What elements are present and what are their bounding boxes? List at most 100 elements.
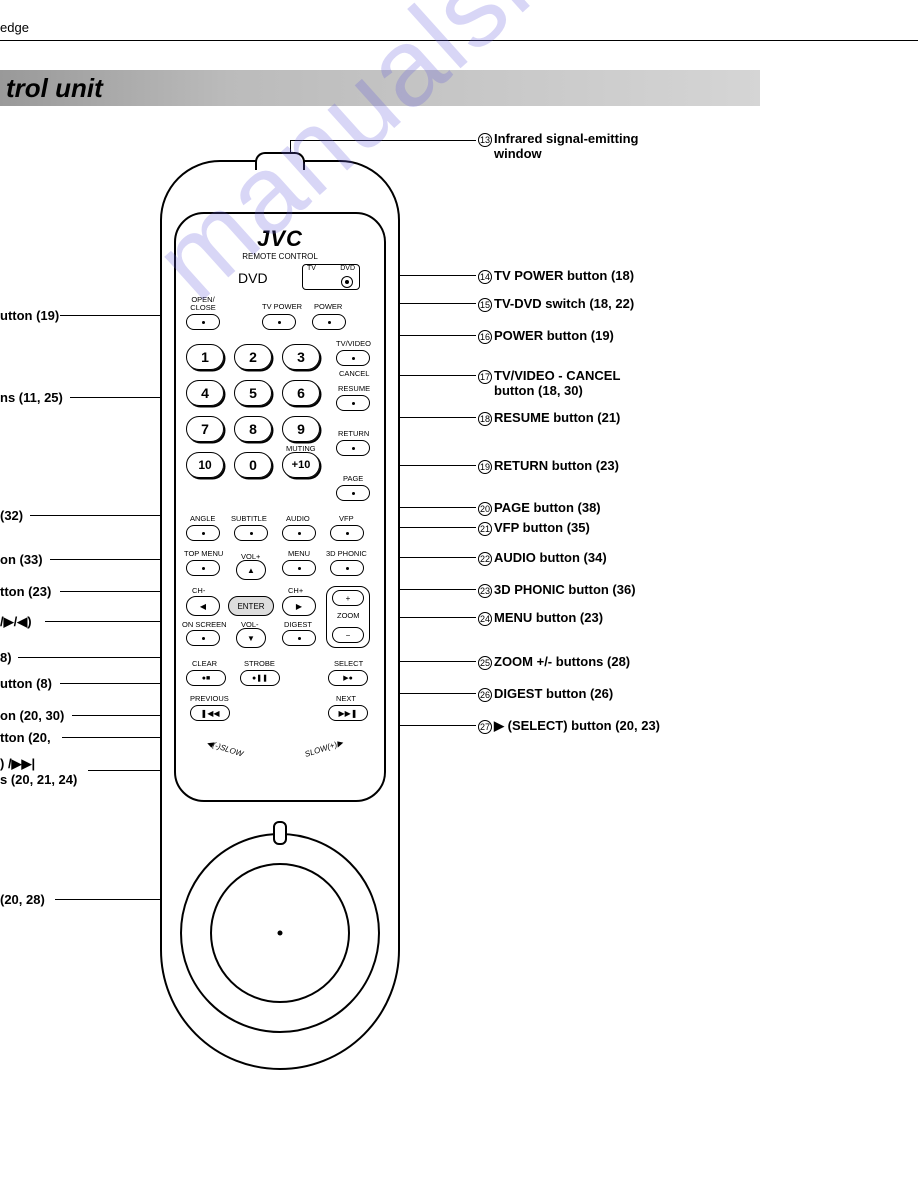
callout-left-6: /▶/◀): [0, 614, 32, 630]
callout-23: 233D PHONIC button (36): [478, 582, 636, 598]
callout-25: 25ZOOM +/- buttons (28): [478, 654, 630, 670]
sub-brand-text: REMOTE CONTROL: [242, 252, 318, 261]
slow-left-label: ◀(-)SLOW: [206, 738, 245, 758]
leader-13: [290, 140, 476, 141]
callout-13: 13Infrared signal-emitting window: [478, 131, 638, 161]
callout-16: 16POWER button (19): [478, 328, 614, 344]
resume-button: [336, 395, 370, 411]
return-button: [336, 440, 370, 456]
ch-minus-label: CH-: [192, 586, 205, 595]
callout-20: 20PAGE button (38): [478, 500, 601, 516]
callout-left-8: utton (8): [0, 676, 52, 691]
callout-left-12: (20, 28): [0, 892, 45, 907]
audio-button: [282, 525, 316, 541]
num-0: 0: [234, 452, 272, 478]
header-edge-text: edge: [0, 20, 29, 35]
digest-label: DIGEST: [284, 620, 312, 629]
switch-tv-label: TV: [307, 265, 316, 272]
clear-label: CLEAR: [192, 659, 217, 668]
muting-label: MUTING: [286, 444, 316, 453]
leader-l2: [70, 397, 170, 398]
num-4: 4: [186, 380, 224, 406]
open-close-button: [186, 314, 220, 330]
previous-button: ❚◀◀: [190, 705, 230, 721]
top-menu-button: [186, 560, 220, 576]
tv-video-label: TV/VIDEO: [336, 339, 371, 348]
callout-19: 19RETURN button (23): [478, 458, 619, 474]
callout-left-4: on (33): [0, 552, 43, 567]
strobe-label: STROBE: [244, 659, 275, 668]
callout-21: 21VFP button (35): [478, 520, 590, 536]
phonic-button: [330, 560, 364, 576]
callout-24: 24MENU button (23): [478, 610, 603, 626]
callout-left-10: tton (20,: [0, 730, 51, 745]
page-button: [336, 485, 370, 501]
vol-down-button: ▼: [236, 628, 266, 648]
resume-label: RESUME: [338, 384, 370, 393]
cancel-label: CANCEL: [339, 369, 369, 378]
zoom-cluster: + ZOOM −: [326, 586, 370, 648]
phonic-label: 3D PHONIC: [326, 549, 367, 558]
callout-14: 14TV POWER button (18): [478, 268, 634, 284]
next-label: NEXT: [336, 694, 356, 703]
zoom-label: ZOOM: [337, 611, 360, 620]
remote-body: JVC REMOTE CONTROL DVD TV DVD OPEN/CLOSE…: [160, 160, 400, 1070]
subtitle-button: [234, 525, 268, 541]
section-title-text: trol unit: [6, 73, 103, 104]
callout-left-3: (32): [0, 508, 23, 523]
previous-label: PREVIOUS: [190, 694, 229, 703]
header-rule: [0, 40, 918, 41]
vol-plus-label: VOL+: [241, 552, 260, 561]
clear-button: ●■: [186, 670, 226, 686]
callout-18: 18RESUME button (21): [478, 410, 620, 426]
callout-left-11: ) /▶▶| s (20, 21, 24): [0, 756, 77, 787]
num-1: 1: [186, 344, 224, 370]
jog-inner: [210, 863, 350, 1003]
num-6: 6: [282, 380, 320, 406]
audio-label: AUDIO: [286, 514, 310, 523]
callout-left-5: tton (23): [0, 584, 51, 599]
strobe-button: ●❚❚: [240, 670, 280, 686]
tv-power-label: TV POWER: [262, 302, 302, 311]
return-label: RETURN: [338, 429, 369, 438]
callout-left-2: ns (11, 25): [0, 390, 63, 405]
section-title-bar: trol unit: [0, 70, 760, 106]
callout-17: 17TV/VIDEO - CANCEL button (18, 30): [478, 368, 620, 398]
power-label: POWER: [314, 302, 342, 311]
tv-power-button: [262, 314, 296, 330]
power-button: [312, 314, 346, 330]
select-label: SELECT: [334, 659, 363, 668]
callout-26: 26DIGEST button (26): [478, 686, 613, 702]
subtitle-label: SUBTITLE: [231, 514, 267, 523]
num-5: 5: [234, 380, 272, 406]
num-10: 10: [186, 452, 224, 478]
tv-dvd-switch: TV DVD: [302, 264, 360, 290]
slow-right-label: SLOW(+)▶: [304, 738, 345, 759]
next-button: ▶▶❚: [328, 705, 368, 721]
left-button: ◀: [186, 596, 220, 616]
vfp-button: [330, 525, 364, 541]
callout-27: 27▶ (SELECT) button (20, 23): [478, 718, 660, 734]
num-8: 8: [234, 416, 272, 442]
on-screen-label: ON SCREEN: [182, 620, 227, 629]
tv-video-button: [336, 350, 370, 366]
num-7: 7: [186, 416, 224, 442]
right-button: ▶: [282, 596, 316, 616]
select-button: ▶●: [328, 670, 368, 686]
top-menu-label: TOP MENU: [184, 549, 223, 558]
callout-left-7: 8): [0, 650, 12, 665]
jog-dial: [180, 833, 380, 1033]
brand-logo: JVC: [257, 226, 303, 252]
callout-15: 15TV-DVD switch (18, 22): [478, 296, 634, 312]
vfp-label: VFP: [339, 514, 354, 523]
zoom-plus-button: +: [332, 590, 364, 606]
num-plus10: +10: [282, 452, 320, 478]
callout-22: 22AUDIO button (34): [478, 550, 607, 566]
digest-button: [282, 630, 316, 646]
switch-dvd-label: DVD: [340, 265, 355, 272]
angle-label: ANGLE: [190, 514, 215, 523]
callout-left-9: on (20, 30): [0, 708, 64, 723]
ch-plus-label: CH+: [288, 586, 303, 595]
jog-notch: [273, 821, 287, 845]
open-close-label: OPEN/CLOSE: [188, 296, 218, 312]
